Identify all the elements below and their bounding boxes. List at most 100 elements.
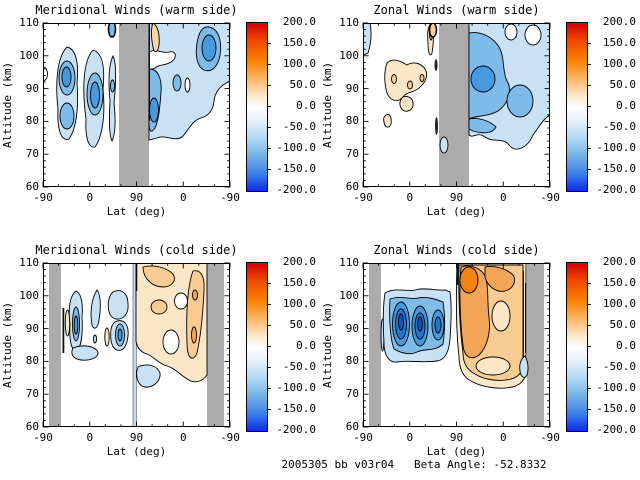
panel-title: Meridional Winds (warm side)	[35, 3, 238, 17]
y-tick-label: 100	[19, 288, 39, 302]
contour-plot-zonal-warm	[362, 22, 551, 188]
panel-meridional-warm: Meridional Winds (warm side) Altitude (k…	[0, 0, 320, 240]
y-tick-label: 60	[345, 420, 359, 433]
panel-meridional-cold: Meridional Winds (cold side) Altitude (k…	[0, 240, 320, 480]
colorbar-tick-mark	[587, 43, 591, 44]
x-tick-label: -90	[353, 431, 373, 444]
colorbar-tick-label: -200.0	[596, 423, 636, 436]
colorbar-tick-mark	[267, 304, 271, 305]
colorbar-tick-mark	[587, 346, 591, 347]
colorbar-tick-label: -50.0	[602, 360, 636, 373]
x-tick-label: -90	[540, 191, 560, 204]
y-tick-label: 70	[25, 387, 39, 401]
x-axis-label: Lat (deg)	[106, 205, 167, 218]
panel-title: Zonal Winds (warm side)	[373, 3, 540, 17]
y-tick-label: 70	[25, 147, 39, 161]
colorbar-tick-mark	[267, 64, 271, 65]
y-tick-label: 90	[25, 81, 39, 95]
x-tick-label: 0	[86, 191, 94, 204]
x-tick-label: -90	[33, 191, 53, 204]
colorbar-tick-label: 0.0	[296, 99, 316, 112]
colorbar-tick-mark	[267, 148, 271, 149]
colorbar-tick-mark	[267, 106, 271, 107]
x-axis-label: Lat (deg)	[426, 205, 487, 218]
colorbar-tick-mark	[587, 367, 591, 368]
colorbar	[566, 262, 588, 432]
colorbar-tick-label: 200.0	[282, 15, 316, 28]
colorbar-tick-mark	[587, 409, 591, 410]
x-tick-label: 0	[406, 191, 414, 204]
y-tick-label: 80	[345, 114, 359, 128]
panel-zonal-warm: Zonal Winds (warm side) Altitude (km) 11…	[320, 0, 640, 240]
y-tick-label: 110	[19, 16, 39, 29]
x-tick-label: -90	[540, 431, 560, 444]
colorbar-tick-mark	[267, 325, 271, 326]
x-tick-label: 0	[406, 431, 414, 444]
data-gap-band	[439, 23, 469, 187]
y-tick-label: 90	[345, 321, 359, 335]
y-axis-label: Altitude (km)	[1, 61, 14, 149]
x-tick-label: 90	[129, 431, 144, 444]
colorbar-tick-label: 200.0	[602, 15, 636, 28]
y-tick-label: 90	[25, 321, 39, 335]
colorbar-tick-label: -200.0	[596, 183, 636, 196]
colorbar-tick-label: -200.0	[276, 183, 316, 196]
colorbar-tick-label: -100.0	[596, 141, 636, 154]
x-tick-label: 0	[499, 191, 507, 204]
colorbar-tick-mark	[587, 283, 591, 284]
colorbar-tick-label: -100.0	[596, 381, 636, 394]
colorbar-tick-mark	[587, 127, 591, 128]
y-tick-label: 60	[25, 420, 39, 433]
y-tick-label: 110	[339, 256, 359, 269]
contour-plot-zonal-cold	[362, 262, 551, 428]
x-tick-label: 90	[449, 431, 464, 444]
colorbar-tick-label: 200.0	[602, 255, 636, 268]
y-axis-label: Altitude (km)	[321, 61, 334, 149]
colorbar-tick-mark	[587, 304, 591, 305]
colorbar-tick-mark	[267, 409, 271, 410]
contour-plot-meridional-cold	[42, 262, 231, 428]
colorbar-tick-label: 150.0	[602, 36, 636, 49]
colorbar-tick-mark	[587, 85, 591, 86]
y-tick-label: 70	[345, 147, 359, 161]
colorbar-tick-label: 200.0	[282, 255, 316, 268]
panel-title: Meridional Winds (cold side)	[35, 243, 238, 257]
colorbar-tick-label: -50.0	[282, 120, 316, 133]
colorbar-tick-label: 100.0	[282, 57, 316, 70]
y-tick-label: 60	[25, 180, 39, 193]
y-tick-label: 100	[19, 48, 39, 62]
colorbar-tick-mark	[267, 283, 271, 284]
colorbar-tick-label: 0.0	[296, 339, 316, 352]
x-axis-label: Lat (deg)	[426, 445, 487, 458]
y-tick-label: 80	[345, 354, 359, 368]
colorbar-tick-label: 50.0	[609, 78, 637, 91]
colorbar-tick-label: 0.0	[616, 339, 636, 352]
colorbar-tick-label: 100.0	[602, 57, 636, 70]
x-axis-label: Lat (deg)	[106, 445, 167, 458]
y-tick-label: 60	[345, 180, 359, 193]
colorbar-tick-label: -50.0	[602, 120, 636, 133]
x-tick-label: 0	[499, 431, 507, 444]
colorbar-tick-label: 100.0	[602, 297, 636, 310]
colorbar-tick-label: -100.0	[276, 141, 316, 154]
x-tick-label: 90	[129, 191, 144, 204]
colorbar-tick-label: -200.0	[276, 423, 316, 436]
colorbar-tick-label: -150.0	[596, 402, 636, 415]
colorbar-tick-label: 150.0	[282, 276, 316, 289]
y-tick-label: 80	[25, 354, 39, 368]
colorbar-tick-mark	[587, 64, 591, 65]
colorbar-tick-label: 150.0	[282, 36, 316, 49]
colorbar-tick-mark	[587, 169, 591, 170]
colorbar-tick-mark	[587, 106, 591, 107]
colorbar-tick-mark	[267, 169, 271, 170]
x-tick-label: 0	[179, 431, 187, 444]
run-info-footer: 2005305 bb v03r04 Beta Angle: -52.8332	[281, 458, 547, 471]
x-tick-label: -90	[220, 191, 240, 204]
colorbar-tick-label: 50.0	[289, 78, 317, 91]
data-gap-band	[369, 263, 381, 427]
contour-plot-meridional-warm	[42, 22, 231, 188]
colorbar-tick-label: 0.0	[616, 99, 636, 112]
y-tick-label: 80	[25, 114, 39, 128]
colorbar-tick-label: -100.0	[276, 381, 316, 394]
colorbar-tick-mark	[267, 346, 271, 347]
